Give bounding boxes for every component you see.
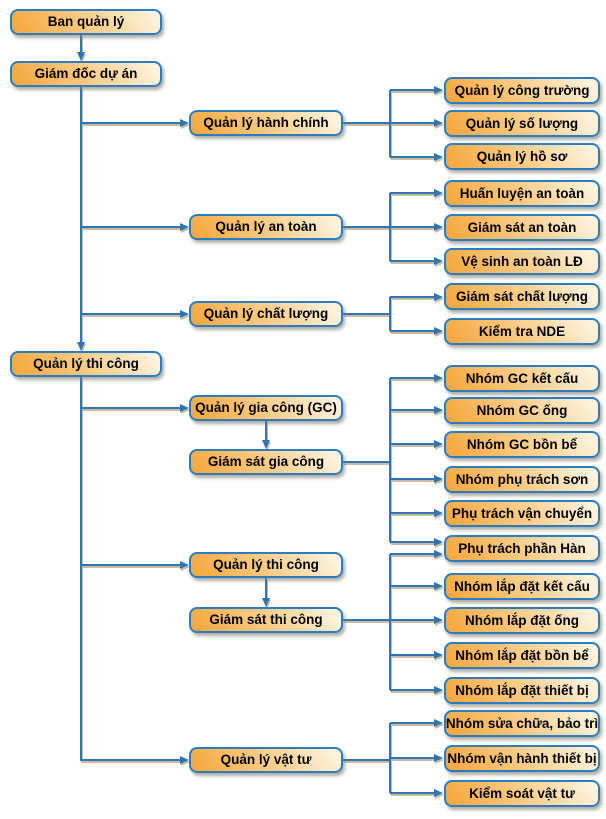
node-phu-trach-van-chuyen: Phụ trách vận chuyển xyxy=(444,500,600,527)
node-quan-ly-thi-cong: Quản lý thi công xyxy=(189,552,343,578)
node-quan-ly-an-toan: Quản lý an toàn xyxy=(189,214,343,240)
node-quan-ly-ho-so: Quản lý hồ sơ xyxy=(444,143,600,170)
node-quan-ly-thi-cong-cap2: Quản lý thi công xyxy=(10,351,162,377)
node-ve-sinh-an-toan-ld: Vệ sinh an toàn LĐ xyxy=(444,248,600,275)
node-quan-ly-so-luong: Quản lý số lượng xyxy=(444,110,600,137)
node-phu-trach-phan-han: Phụ trách phần Hàn xyxy=(444,535,600,562)
node-ban-quan-ly: Ban quản lý xyxy=(10,9,162,35)
node-nhom-gc-ong: Nhóm GC ống xyxy=(444,397,600,424)
node-nhom-lap-dat-bon-be: Nhóm lắp đặt bồn bể xyxy=(444,642,600,669)
node-giam-doc-du-an: Giám đốc dự án xyxy=(10,61,162,87)
node-kiem-tra-nde: Kiểm tra NDE xyxy=(444,318,600,345)
node-quan-ly-cong-truong: Quản lý công trường xyxy=(444,77,600,104)
node-quan-ly-vat-tu: Quản lý vật tư xyxy=(189,747,343,773)
node-nhom-gc-bon-be: Nhóm GC bồn bể xyxy=(444,431,600,458)
node-quan-ly-chat-luong: Quản lý chất lượng xyxy=(189,301,343,327)
node-nhom-van-hanh-thiet-bi: Nhóm vận hành thiết bị xyxy=(444,745,600,772)
node-nhom-lap-dat-thiet-bi: Nhóm lắp đặt thiết bị xyxy=(444,677,600,704)
node-nhom-sua-chua-bao-tri: Nhóm sửa chữa, bảo trì xyxy=(444,710,600,737)
node-giam-sat-thi-cong: Giám sát thi công xyxy=(189,607,343,633)
node-nhom-gc-ket-cau: Nhóm GC kết cấu xyxy=(444,365,600,392)
node-nhom-phu-trach-son: Nhóm phụ trách sơn xyxy=(444,466,600,493)
node-quan-ly-hanh-chinh: Quản lý hành chính xyxy=(189,110,343,136)
node-giam-sat-an-toan: Giám sát an toàn xyxy=(444,214,600,241)
node-giam-sat-gia-cong: Giám sát gia công xyxy=(189,449,343,475)
node-quan-ly-gia-cong: Quản lý gia công (GC) xyxy=(189,395,343,421)
node-nhom-lap-dat-ket-cau: Nhóm lắp đặt kết cấu xyxy=(444,573,600,600)
node-huan-luyen-an-toan: Huấn luyện an toàn xyxy=(444,180,600,207)
node-nhom-lap-dat-ong: Nhóm lắp đặt ống xyxy=(444,607,600,634)
node-kiem-soat-vat-tu: Kiểm soát vật tư xyxy=(444,780,600,807)
node-giam-sat-chat-luong: Giám sát chất lượng xyxy=(444,283,600,310)
